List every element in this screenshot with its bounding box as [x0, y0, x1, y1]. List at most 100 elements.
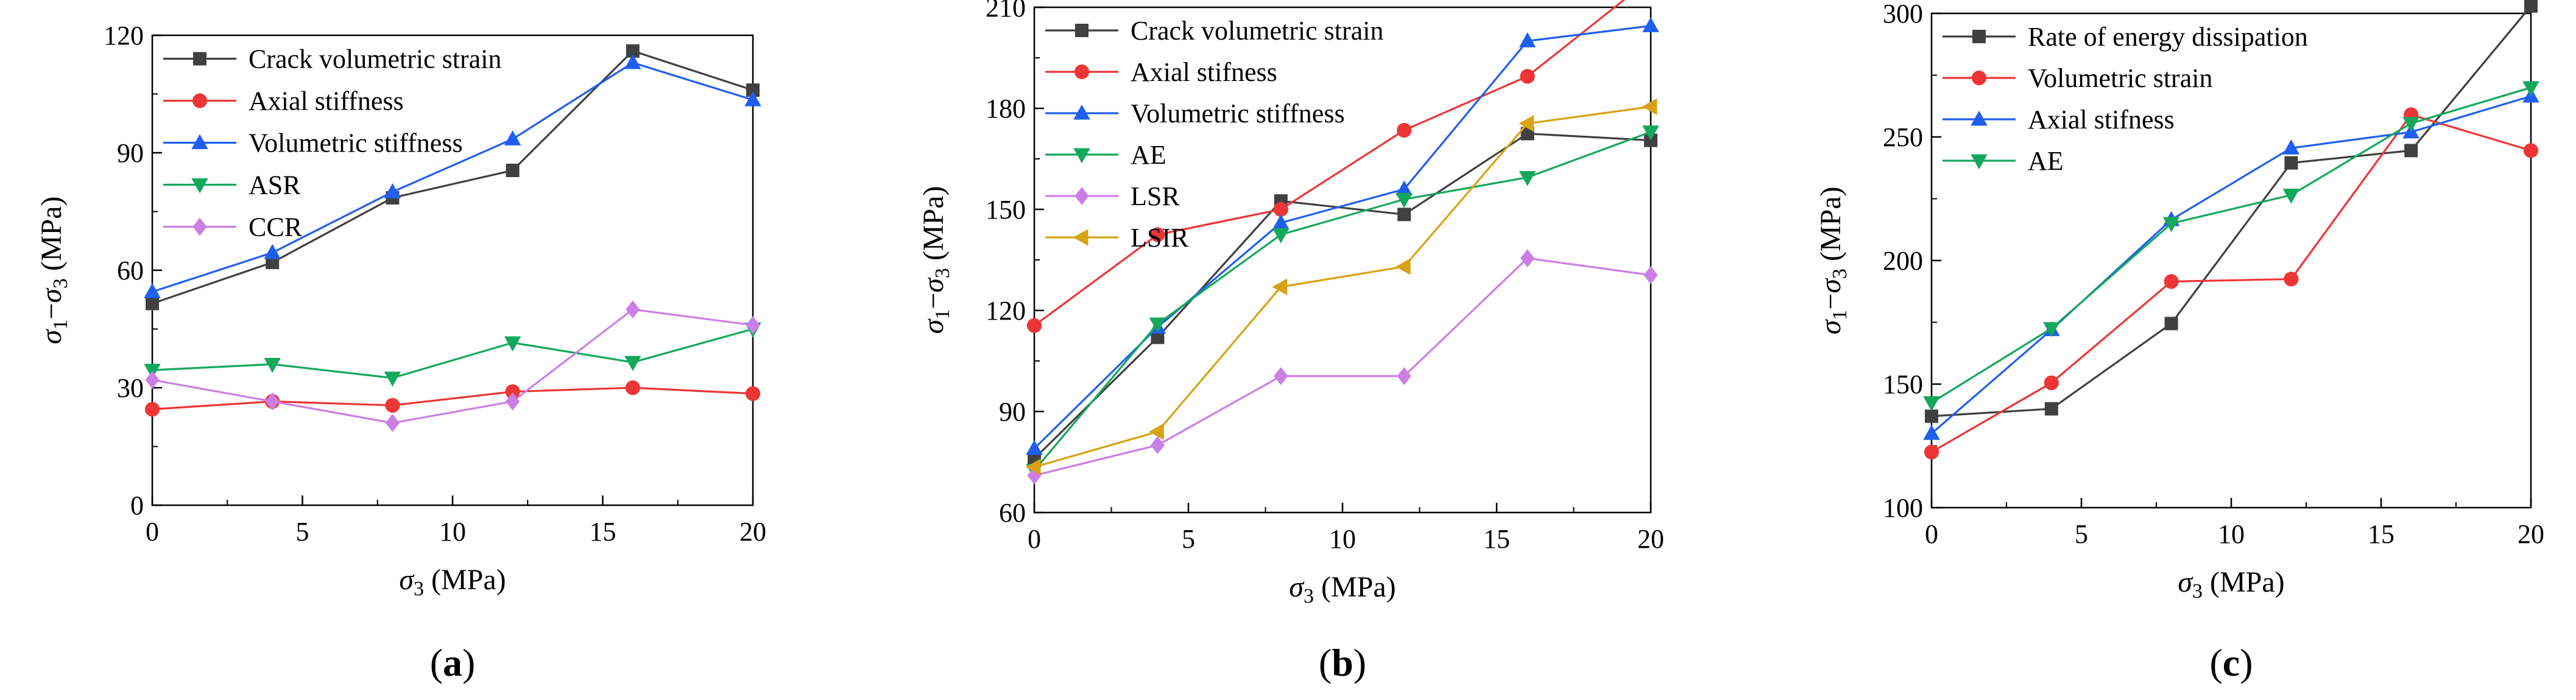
series-ae	[1923, 81, 2539, 411]
data-point	[1924, 444, 1939, 460]
legend-label: ASR	[249, 170, 301, 200]
legend-item: Axial stifness	[1045, 57, 1277, 87]
y-tick-label: 150	[1883, 369, 1923, 399]
legend-label: Axial stifness	[1131, 57, 1277, 87]
x-tick-label: 10	[1329, 524, 1356, 554]
data-point	[2164, 274, 2179, 289]
legend-marker	[1075, 24, 1089, 37]
legend-marker	[191, 134, 208, 149]
legend-marker	[1075, 187, 1089, 205]
legend-item: Volumetric strain	[1943, 63, 2212, 93]
data-point	[264, 243, 281, 259]
data-point	[506, 392, 520, 411]
series-axial-stifness	[1026, 0, 1626, 334]
data-point	[1150, 436, 1165, 455]
legend-marker	[1073, 229, 1089, 246]
data-point	[2402, 117, 2419, 132]
data-point	[2523, 143, 2539, 158]
data-point	[1642, 98, 1657, 115]
y-tick-label: 120	[986, 296, 1026, 326]
legend-marker	[193, 52, 206, 66]
series-line	[1033, 24, 1651, 450]
data-point	[144, 402, 160, 417]
data-point	[624, 54, 641, 69]
data-point	[1151, 331, 1165, 345]
data-point	[1925, 409, 1938, 423]
data-point	[1395, 258, 1411, 275]
plot-frame	[1033, 6, 1652, 514]
data-point	[385, 414, 400, 432]
panel-label: (a)	[430, 641, 476, 684]
y-axis-label: σ1−σ3 (MPa)	[917, 186, 954, 334]
legend-marker	[1972, 30, 1986, 43]
x-axis-label: σ3 (MPa)	[1289, 571, 1396, 607]
x-tick-label: 0	[1925, 519, 1938, 549]
series-line	[1034, 0, 1626, 327]
legend-label: LSR	[1131, 181, 1180, 211]
data-point	[1396, 180, 1413, 196]
legend-marker	[192, 217, 207, 236]
data-point	[626, 44, 640, 58]
data-point	[2284, 271, 2299, 287]
legend-label: CCR	[249, 212, 303, 242]
series-line	[1033, 131, 1651, 471]
chart-panel-c: 0 5 10 15 20 100 150 200 250 300 σ3 (MPa) σ1−σ3 (MP…	[1815, 0, 2544, 684]
x-tick-label: 10	[2218, 519, 2245, 549]
y-axis-label: σ1−σ3 (MPa)	[1815, 186, 1851, 334]
x-tick-label: 5	[2075, 519, 2088, 549]
data-point	[2404, 144, 2418, 158]
legend-marker	[1073, 148, 1090, 164]
data-point	[624, 355, 641, 371]
x-tick-label: 5	[296, 517, 309, 547]
data-point	[1520, 69, 1535, 84]
panel-label: (b)	[1319, 641, 1366, 684]
data-point	[505, 384, 520, 399]
x-tick-label: 20	[2518, 519, 2544, 549]
data-point	[1519, 32, 1536, 47]
panel-label: (c)	[2209, 641, 2253, 684]
data-point	[1272, 278, 1288, 296]
chart-panel-b: 0 5 10 15 20 60 90 120 150 180 210 σ3 (MPa) σ1−σ3 (M…	[917, 0, 1664, 684]
data-point	[384, 371, 401, 387]
x-tick-label: 10	[439, 517, 466, 547]
series-line	[1931, 113, 2532, 453]
y-tick-label: 30	[117, 373, 144, 403]
data-point	[1274, 367, 1288, 385]
y-tick-label: 250	[1883, 122, 1923, 152]
y-axis-label: σ1−σ3 (MPa)	[35, 196, 72, 344]
y-tick-label: 150	[986, 195, 1026, 225]
legend-label: AE	[1131, 140, 1166, 170]
legend-marker	[191, 178, 208, 194]
legend-label: Axial stifness	[2028, 105, 2175, 135]
series-line	[1033, 132, 1651, 460]
data-point	[2162, 217, 2180, 233]
data-point	[1025, 458, 1041, 476]
data-point	[504, 130, 521, 145]
legend-label: Crack volumetric strain	[1131, 16, 1383, 46]
data-point	[1642, 17, 1659, 32]
legend-item: Volumetric stiffness	[1045, 99, 1345, 128]
legend-marker	[1073, 104, 1090, 120]
data-point	[385, 397, 400, 413]
legend-item: ASR	[163, 170, 301, 200]
series-line	[1034, 105, 1651, 468]
y-tick-label: 60	[117, 256, 144, 285]
data-point	[1396, 192, 1413, 208]
data-point	[1397, 208, 1411, 222]
data-point	[145, 371, 160, 389]
data-point	[144, 283, 161, 298]
data-point	[506, 163, 520, 177]
x-tick-label: 15	[2368, 519, 2394, 549]
data-point	[1150, 227, 1165, 242]
x-axis-label: σ3 (MPa)	[399, 564, 506, 600]
data-point	[1026, 318, 1042, 334]
data-point	[1273, 201, 1288, 217]
data-point	[146, 296, 159, 310]
series-ccr	[145, 300, 760, 432]
series-volumetric-strain	[1924, 107, 2539, 460]
legend-item: LSR	[1045, 181, 1180, 211]
y-tick-label: 90	[999, 397, 1026, 427]
series-line	[1931, 86, 2532, 404]
data-point	[1397, 367, 1411, 385]
series-volumetric-stiffness	[1026, 17, 1659, 455]
